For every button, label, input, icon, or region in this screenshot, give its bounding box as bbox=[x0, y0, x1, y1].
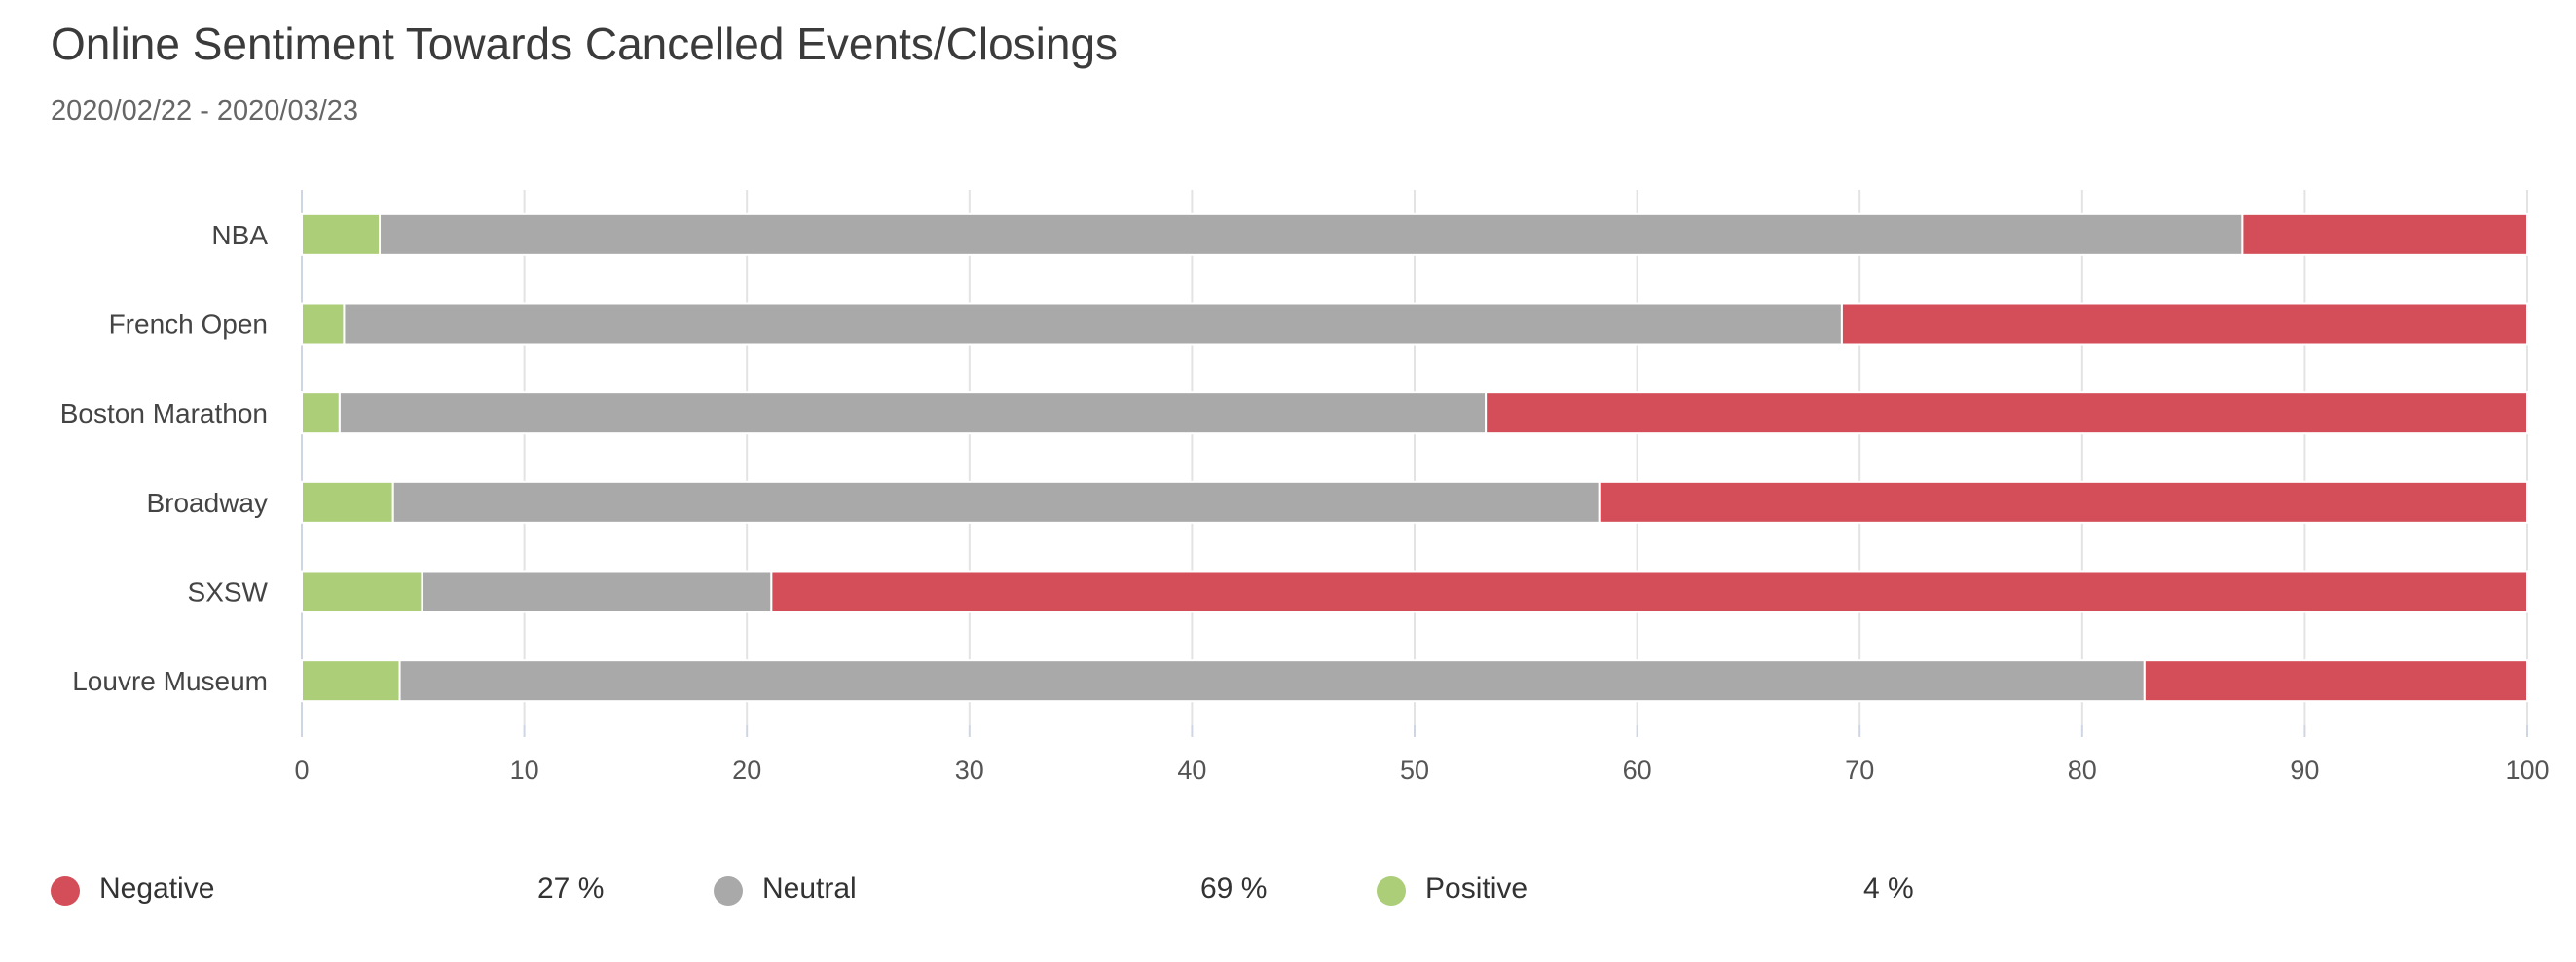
bar-segment-negative bbox=[2241, 212, 2529, 256]
bar-segment-neutral bbox=[421, 570, 773, 613]
bar-segment-negative bbox=[1485, 391, 2528, 435]
x-tick-label-20: 20 bbox=[732, 756, 761, 785]
bar-segment-positive bbox=[301, 391, 341, 435]
bar-segment-neutral bbox=[338, 391, 1488, 435]
stacked-bar-chart: 0 10 20 30 40 50 60 70 80 90 100 NBA French Open Bost… bbox=[60, 190, 2550, 785]
x-tick-label-90: 90 bbox=[2290, 756, 2319, 785]
bar-segment-neutral bbox=[391, 480, 1601, 524]
bar-segment-neutral bbox=[343, 302, 1843, 346]
category-label: SXSW bbox=[188, 577, 269, 608]
x-tick-label-70: 70 bbox=[1845, 756, 1874, 785]
bar-segment-positive bbox=[301, 480, 394, 524]
x-tick-label-50: 50 bbox=[1400, 756, 1429, 785]
bar-segment-positive bbox=[301, 212, 382, 256]
bar-segment-positive bbox=[301, 659, 401, 703]
legend-marker-negative bbox=[51, 876, 80, 906]
x-tick-label-30: 30 bbox=[955, 756, 984, 785]
bar-segment-neutral bbox=[379, 212, 2244, 256]
legend-value-positive: 4 % bbox=[1863, 872, 1914, 905]
bar-segment-negative bbox=[1840, 302, 2528, 346]
bar-segment-positive bbox=[301, 302, 346, 346]
chart-subtitle: 2020/02/22 - 2020/03/23 bbox=[51, 95, 359, 127]
legend-label-neutral: Neutral bbox=[762, 872, 857, 905]
bar-segment-positive bbox=[301, 570, 423, 613]
legend-label-negative: Negative bbox=[99, 872, 215, 905]
x-tick-label-0: 0 bbox=[294, 756, 309, 785]
category-label: NBA bbox=[211, 220, 268, 250]
legend-label-positive: Positive bbox=[1425, 872, 1528, 905]
x-tick-label-80: 80 bbox=[2068, 756, 2097, 785]
bar-segment-negative bbox=[770, 570, 2529, 613]
legend-item-positive[interactable]: Positive 4 % bbox=[1377, 867, 2000, 915]
category-label: Broadway bbox=[146, 488, 268, 518]
legend-marker-neutral bbox=[714, 876, 743, 906]
legend-value-neutral: 69 % bbox=[1200, 872, 1268, 905]
bar-segment-negative bbox=[1598, 480, 2529, 524]
chart-legend: Negative 27 % Neutral 69 % Positive 4 % bbox=[0, 867, 2576, 915]
legend-marker-positive bbox=[1377, 876, 1406, 906]
category-label: Louvre Museum bbox=[72, 666, 268, 696]
bar-segment-neutral bbox=[398, 659, 2146, 703]
chart-title: Online Sentiment Towards Cancelled Event… bbox=[51, 18, 1119, 69]
category-label: French Open bbox=[109, 310, 268, 340]
bar-segment-negative bbox=[2143, 659, 2529, 703]
legend-item-negative[interactable]: Negative 27 % bbox=[51, 867, 674, 915]
legend-value-negative: 27 % bbox=[537, 872, 605, 905]
x-tick-label-10: 10 bbox=[510, 756, 539, 785]
x-tick-label-40: 40 bbox=[1177, 756, 1206, 785]
x-tick-label-60: 60 bbox=[1623, 756, 1652, 785]
category-label: Boston Marathon bbox=[60, 398, 268, 428]
legend-item-neutral[interactable]: Neutral 69 % bbox=[714, 867, 1337, 915]
x-tick-label-100: 100 bbox=[2505, 756, 2549, 785]
